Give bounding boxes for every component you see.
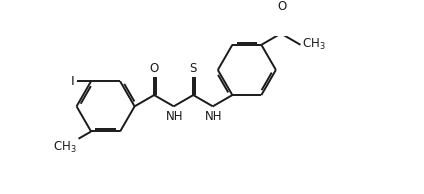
Text: NH: NH: [166, 110, 183, 123]
Text: O: O: [150, 62, 159, 75]
Text: CH$_3$: CH$_3$: [302, 37, 326, 52]
Text: NH: NH: [205, 110, 222, 123]
Text: I: I: [71, 75, 75, 88]
Text: S: S: [190, 62, 197, 75]
Text: CH$_3$: CH$_3$: [53, 140, 77, 155]
Text: O: O: [277, 0, 287, 13]
